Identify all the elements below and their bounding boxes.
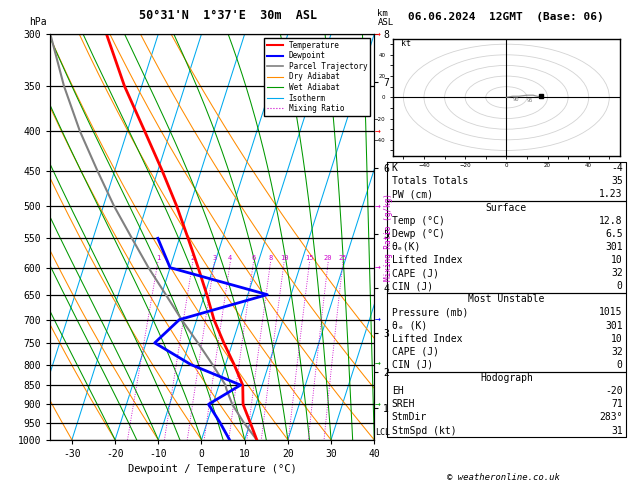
Text: 6.5: 6.5 [605,229,623,239]
Text: SREH: SREH [392,399,415,409]
Text: Mixing Ratio (g/kg): Mixing Ratio (g/kg) [384,193,392,281]
Text: kt: kt [401,39,411,49]
Text: StmSpd (kt): StmSpd (kt) [392,426,457,435]
Text: 31: 31 [611,426,623,435]
Text: CIN (J): CIN (J) [392,360,433,370]
Text: →: → [375,29,381,39]
Text: Totals Totals: Totals Totals [392,176,468,186]
Text: 301: 301 [605,242,623,252]
Text: 301: 301 [605,321,623,330]
Text: Lifted Index: Lifted Index [392,334,462,344]
Text: 20: 20 [324,255,332,261]
Text: 35: 35 [611,176,623,186]
Text: Temp (°C): Temp (°C) [392,216,445,226]
Text: 71: 71 [611,399,623,409]
Text: 1: 1 [156,255,160,261]
Text: -4: -4 [611,163,623,173]
Text: Surface: Surface [486,203,527,212]
Text: EH: EH [392,386,404,396]
Text: →: → [375,313,381,324]
Text: 0: 0 [617,360,623,370]
Text: CAPE (J): CAPE (J) [392,347,439,357]
Text: →: → [375,399,381,409]
Text: →: → [375,201,381,211]
Text: LCL: LCL [375,428,390,437]
Text: © weatheronline.co.uk: © weatheronline.co.uk [447,473,560,482]
Text: 15: 15 [305,255,314,261]
Text: K: K [392,163,398,173]
Legend: Temperature, Dewpoint, Parcel Trajectory, Dry Adiabat, Wet Adiabat, Isotherm, Mi: Temperature, Dewpoint, Parcel Trajectory… [264,38,370,116]
Text: 10: 10 [611,255,623,265]
X-axis label: Dewpoint / Temperature (°C): Dewpoint / Temperature (°C) [128,465,297,474]
Text: PW (cm): PW (cm) [392,190,433,199]
Text: Dewp (°C): Dewp (°C) [392,229,445,239]
Text: CAPE (J): CAPE (J) [392,268,439,278]
Text: 4: 4 [228,255,232,261]
Text: 8: 8 [269,255,272,261]
Text: θₑ(K): θₑ(K) [392,242,421,252]
Text: →: → [375,358,381,367]
Text: →: → [375,126,381,136]
Text: 1.23: 1.23 [599,190,623,199]
Text: -20: -20 [605,386,623,396]
Text: Hodograph: Hodograph [480,373,533,383]
Text: θₑ (K): θₑ (K) [392,321,427,330]
Text: 50°31'N  1°37'E  30m  ASL: 50°31'N 1°37'E 30m ASL [140,9,318,22]
Text: km
ASL: km ASL [377,9,394,27]
Text: Pressure (mb): Pressure (mb) [392,308,468,317]
Text: hPa: hPa [30,17,47,27]
Text: 1015: 1015 [599,308,623,317]
Text: 32: 32 [611,347,623,357]
Text: 6: 6 [252,255,255,261]
Text: 32: 32 [611,268,623,278]
Text: 10: 10 [280,255,288,261]
Text: 0: 0 [617,281,623,291]
Text: 95: 95 [527,98,533,103]
Text: 10: 10 [611,334,623,344]
Text: 25: 25 [338,255,347,261]
Text: 2: 2 [191,255,195,261]
Text: Lifted Index: Lifted Index [392,255,462,265]
Text: →: → [375,262,381,272]
Text: 12.8: 12.8 [599,216,623,226]
Text: CIN (J): CIN (J) [392,281,433,291]
Text: 283°: 283° [599,413,623,422]
Text: StmDir: StmDir [392,413,427,422]
Text: 3: 3 [212,255,216,261]
Text: 06.06.2024  12GMT  (Base: 06): 06.06.2024 12GMT (Base: 06) [408,12,604,22]
Text: Most Unstable: Most Unstable [468,295,545,304]
Text: 90: 90 [513,97,519,102]
